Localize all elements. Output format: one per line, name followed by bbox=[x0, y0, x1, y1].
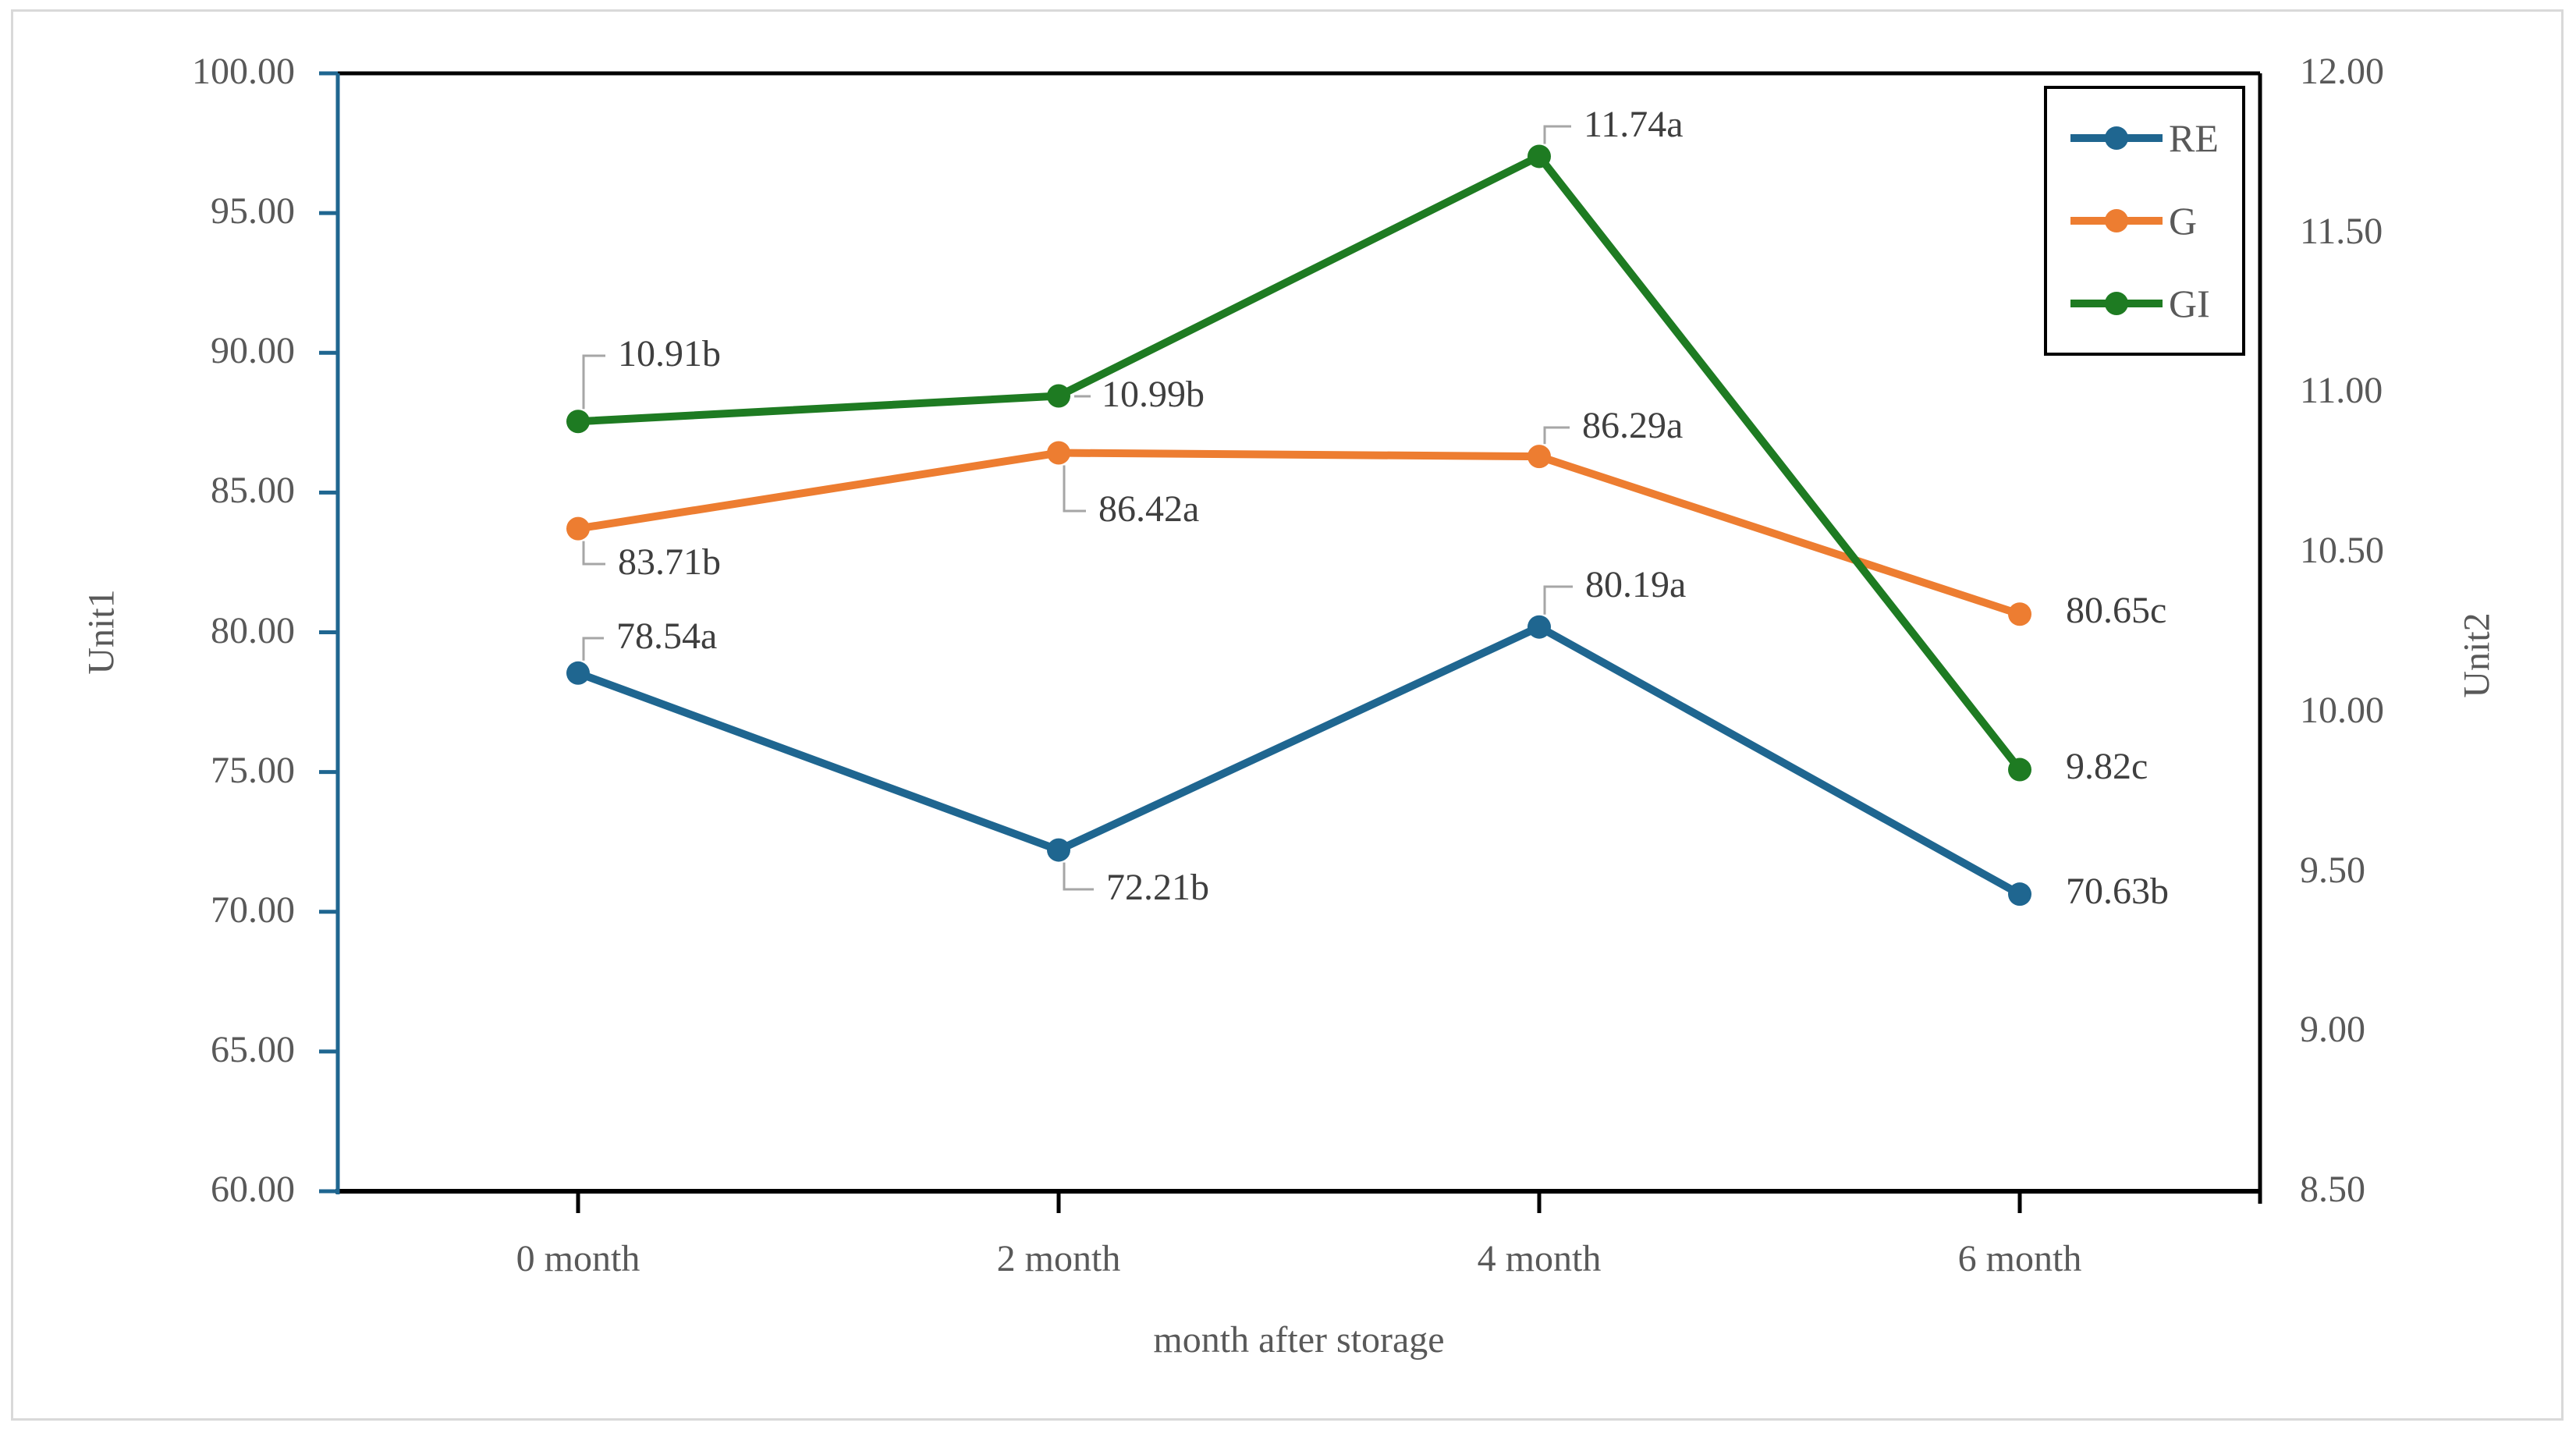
legend-label-re: RE bbox=[2169, 116, 2219, 160]
data-point-marker-re bbox=[1047, 838, 1070, 862]
left-axis-tick-label: 100.00 bbox=[192, 51, 295, 92]
legend[interactable]: RE G GI bbox=[2044, 86, 2245, 356]
figure-border bbox=[11, 9, 2564, 1421]
data-point-marker-re bbox=[2008, 882, 2031, 906]
data-label-leader-line bbox=[582, 354, 605, 410]
right-axis-tick-label: 11.50 bbox=[2300, 210, 2383, 252]
data-label-re: 78.54a bbox=[616, 616, 718, 657]
right-axis-tick-label: 11.00 bbox=[2300, 370, 2383, 412]
data-label-leader-line bbox=[1543, 426, 1570, 445]
data-point-marker-g bbox=[566, 516, 590, 541]
data-label-re: 80.19a bbox=[1585, 564, 1687, 605]
right-axis-tick-label: 9.00 bbox=[2300, 1009, 2365, 1051]
category-label: 6 month bbox=[1957, 1238, 2082, 1279]
category-label: 2 month bbox=[996, 1238, 1121, 1279]
data-point-marker-gi bbox=[2008, 757, 2031, 782]
data-label-g: 86.42a bbox=[1098, 488, 1200, 530]
legend-entry-re[interactable]: RE bbox=[2069, 115, 2242, 161]
category-label: 4 month bbox=[1477, 1238, 1602, 1279]
category-label: 0 month bbox=[516, 1238, 640, 1279]
legend-label-gi: GI bbox=[2169, 282, 2210, 325]
right-axis-title: Unit2 bbox=[2456, 612, 2498, 698]
data-label-re: 70.63b bbox=[2066, 871, 2169, 912]
data-point-marker-gi bbox=[1047, 384, 1070, 408]
data-point-marker-g bbox=[1047, 441, 1070, 465]
legend-entry-g[interactable]: G bbox=[2069, 198, 2242, 243]
series-line-g bbox=[577, 449, 2021, 618]
left-axis-tick-label: 90.00 bbox=[211, 330, 295, 372]
data-point-marker-re bbox=[566, 661, 590, 685]
series-line-re bbox=[577, 623, 2022, 898]
legend-swatch-line-icon bbox=[2070, 126, 2163, 150]
data-label-gi: 10.91b bbox=[618, 333, 721, 374]
left-axis-tick-label: 80.00 bbox=[211, 609, 295, 651]
legend-swatch-line-icon bbox=[2070, 209, 2163, 232]
left-axis-tick-label: 95.00 bbox=[211, 190, 295, 232]
x-axis-title: month after storage bbox=[1153, 1319, 1445, 1361]
data-point-marker-gi bbox=[566, 410, 590, 434]
right-axis-tick-label: 8.50 bbox=[2300, 1169, 2365, 1210]
data-label-g: 86.29a bbox=[1582, 405, 1684, 446]
left-axis-tick-label: 60.00 bbox=[211, 1169, 295, 1210]
right-axis-tick-label: 9.50 bbox=[2300, 849, 2365, 891]
data-label-leader-line bbox=[582, 637, 604, 661]
data-label-gi: 9.82c bbox=[2066, 746, 2148, 787]
data-label-g: 80.65c bbox=[2066, 590, 2167, 631]
left-axis-tick-label: 70.00 bbox=[211, 889, 295, 931]
right-axis-tick-label: 12.00 bbox=[2300, 51, 2384, 92]
data-point-marker-g bbox=[1528, 445, 1551, 469]
data-label-leader-line bbox=[1543, 125, 1571, 144]
data-label-leader-line bbox=[1543, 585, 1573, 615]
data-label-leader-line bbox=[582, 541, 605, 566]
right-axis-tick-label: 10.00 bbox=[2300, 689, 2384, 731]
data-point-marker-re bbox=[1528, 615, 1551, 639]
series-line-gi bbox=[577, 152, 2023, 772]
legend-entry-gi[interactable]: GI bbox=[2069, 281, 2242, 326]
data-point-marker-gi bbox=[1528, 144, 1551, 169]
right-axis-tick-label: 10.50 bbox=[2300, 530, 2384, 572]
data-label-g: 83.71b bbox=[618, 541, 721, 583]
data-label-leader-line bbox=[1063, 862, 1094, 891]
legend-swatch-line-icon bbox=[2070, 292, 2163, 315]
left-axis-tick-label: 75.00 bbox=[211, 749, 295, 791]
data-point-marker-g bbox=[2008, 602, 2031, 626]
data-label-leader-line bbox=[1063, 465, 1086, 513]
left-axis-tick-label: 65.00 bbox=[211, 1028, 295, 1070]
legend-label-g: G bbox=[2169, 199, 2198, 243]
data-label-gi: 10.99b bbox=[1102, 374, 1205, 415]
left-axis-tick-label: 85.00 bbox=[211, 470, 295, 512]
data-label-re: 72.21b bbox=[1106, 867, 1209, 908]
data-label-gi: 11.74a bbox=[1584, 104, 1684, 145]
